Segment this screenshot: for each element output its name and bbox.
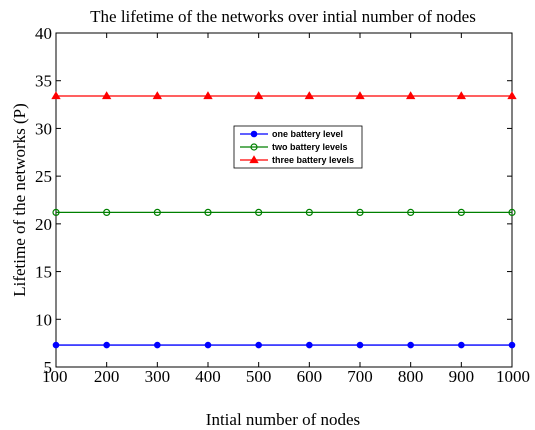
data-point — [154, 341, 161, 349]
x-tick-label: 700 — [347, 367, 373, 386]
legend-label: one battery level — [272, 129, 343, 139]
data-point — [203, 91, 213, 100]
data-point — [507, 91, 517, 100]
series-2 — [52, 208, 516, 217]
data-point — [407, 341, 414, 349]
y-tick-label: 40 — [35, 24, 52, 43]
data-point — [405, 91, 416, 100]
x-tick-label: 1000 — [496, 367, 530, 386]
y-axis-label: Lifetime of the networks (P) — [10, 103, 29, 297]
y-tick-label: 15 — [35, 263, 52, 282]
legend-label: two battery levels — [272, 142, 348, 152]
data-point — [508, 341, 516, 349]
data-point — [457, 208, 465, 217]
data-point — [204, 341, 212, 349]
data-point — [508, 208, 516, 217]
data-point — [204, 208, 212, 217]
y-tick-label: 35 — [35, 72, 52, 91]
x-tick-label: 900 — [449, 367, 475, 386]
legend: one battery level two battery levels three… — [233, 125, 363, 169]
data-point — [407, 208, 415, 217]
tick-marks — [55, 32, 513, 368]
data-point — [304, 91, 315, 100]
data-point — [52, 208, 60, 217]
y-tick-label: 30 — [35, 119, 52, 138]
y-tick-label: 25 — [35, 167, 52, 186]
series-3 — [51, 91, 517, 100]
data-point — [152, 91, 163, 100]
data-point — [103, 341, 110, 349]
data-point — [306, 341, 313, 349]
data-point — [458, 341, 465, 349]
data-point — [305, 208, 313, 217]
data-point — [153, 208, 161, 217]
data-point — [103, 208, 111, 217]
series-1 — [52, 341, 516, 349]
x-tick-label: 100 — [42, 367, 68, 386]
x-tick-label: 200 — [94, 367, 120, 386]
legend-marker — [250, 130, 258, 138]
data-point — [101, 91, 112, 100]
x-tick-label: 600 — [297, 367, 323, 386]
legend-marker — [249, 155, 259, 164]
x-axis-label: Intial number of nodes — [206, 410, 360, 429]
data-point — [51, 91, 61, 100]
y-tick-label: 20 — [35, 215, 52, 234]
plot-frame — [55, 32, 513, 368]
x-tick-label: 800 — [398, 367, 424, 386]
x-tick-label: 400 — [195, 367, 221, 386]
y-tick-labels: 5 10 15 20 25 30 35 40 — [35, 24, 52, 377]
data-point — [253, 91, 264, 100]
series-layer — [51, 91, 517, 349]
data-point — [355, 91, 365, 100]
data-point — [356, 208, 364, 217]
legend-marker — [250, 143, 258, 151]
data-point — [456, 91, 467, 100]
data-point — [255, 208, 263, 217]
data-point — [52, 341, 60, 349]
y-tick-label: 5 — [44, 358, 53, 377]
x-tick-labels: 100 200 300 400 500 600 700 800 900 1000 — [42, 367, 530, 386]
data-point — [255, 341, 262, 349]
data-point — [356, 341, 364, 349]
legend-label: three battery levels — [272, 155, 354, 165]
y-tick-label: 10 — [35, 310, 52, 329]
chart-title: The lifetime of the networks over intial… — [90, 7, 476, 26]
x-tick-label: 500 — [246, 367, 272, 386]
x-tick-label: 300 — [145, 367, 171, 386]
